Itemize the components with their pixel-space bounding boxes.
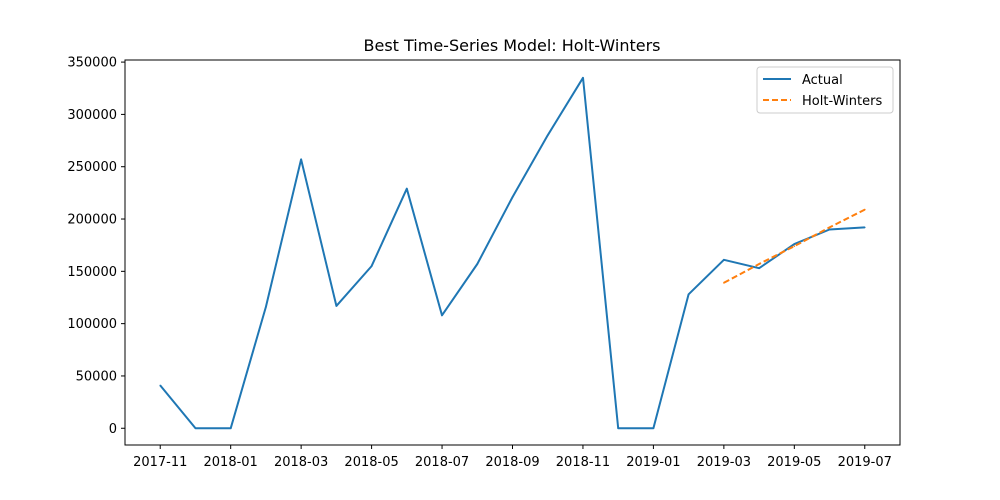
y-tick-label: 200000 bbox=[67, 213, 117, 228]
data-point bbox=[546, 134, 549, 137]
y-tick-label: 250000 bbox=[67, 160, 117, 175]
data-point bbox=[265, 306, 267, 308]
y-tick-label: 50000 bbox=[76, 369, 117, 384]
data-point bbox=[335, 305, 338, 307]
legend: Actual Holt-Winters bbox=[756, 66, 894, 114]
x-axis: 2017-11 2018-01 2018-03 2018-05 2018-07 2018-… bbox=[133, 445, 892, 470]
data-point bbox=[652, 427, 655, 430]
x-tick-label: 2018-01 bbox=[204, 455, 258, 470]
data-point bbox=[793, 245, 796, 248]
data-point bbox=[441, 314, 443, 317]
data-point bbox=[406, 187, 408, 190]
data-point bbox=[723, 282, 725, 284]
y-axis: 0 50000 100000 150000 200000 250000 300000 3500… bbox=[67, 56, 125, 437]
x-tick-label: 2019-03 bbox=[697, 455, 751, 470]
data-point bbox=[582, 76, 584, 79]
data-point bbox=[863, 226, 866, 229]
data-point bbox=[511, 196, 514, 198]
x-tick-label: 2018-11 bbox=[556, 455, 610, 470]
data-point bbox=[687, 293, 690, 296]
data-point bbox=[300, 158, 302, 161]
legend-label-actual: Actual bbox=[802, 73, 843, 88]
x-tick-label: 2018-03 bbox=[274, 455, 328, 470]
y-tick-label: 350000 bbox=[67, 56, 117, 71]
x-tick-label: 2019-05 bbox=[767, 455, 821, 470]
x-tick-label: 2017-11 bbox=[133, 455, 187, 470]
data-point bbox=[617, 427, 619, 430]
x-tick-label: 2018-09 bbox=[485, 455, 539, 470]
data-point bbox=[793, 243, 796, 245]
data-point bbox=[229, 427, 232, 430]
x-tick-label: 2019-01 bbox=[626, 455, 680, 470]
x-tick-label: 2019-07 bbox=[838, 455, 892, 470]
data-point bbox=[828, 228, 831, 231]
y-tick-label: 300000 bbox=[67, 108, 117, 123]
data-point bbox=[370, 265, 373, 267]
y-tick-label: 0 bbox=[109, 422, 117, 437]
data-point bbox=[159, 384, 162, 387]
y-tick-label: 100000 bbox=[67, 317, 117, 332]
data-point bbox=[758, 263, 760, 265]
data-point bbox=[758, 267, 760, 269]
data-point bbox=[194, 427, 197, 430]
legend-label-holt-winters: Holt-Winters bbox=[802, 94, 882, 109]
data-point bbox=[828, 226, 831, 229]
data-point bbox=[476, 263, 479, 265]
data-point bbox=[723, 259, 725, 261]
x-tick-label: 2018-07 bbox=[415, 455, 469, 470]
data-point bbox=[863, 208, 866, 211]
x-tick-label: 2018-05 bbox=[344, 455, 398, 470]
series-layer bbox=[159, 76, 866, 430]
chart-title: Best Time-Series Model: Holt-Winters bbox=[364, 36, 661, 55]
y-tick-label: 150000 bbox=[67, 265, 117, 280]
